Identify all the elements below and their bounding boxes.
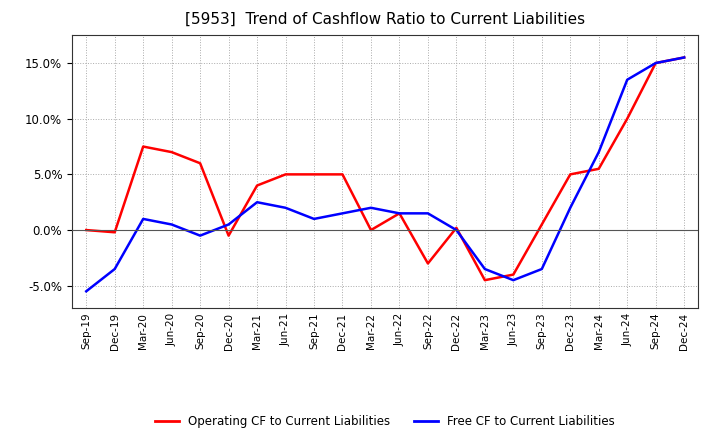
Free CF to Current Liabilities: [623, 77, 631, 82]
Operating CF to Current Liabilities: [566, 172, 575, 177]
Operating CF to Current Liabilities: [680, 55, 688, 60]
Free CF to Current Liabilities: [395, 211, 404, 216]
Free CF to Current Liabilities: [110, 266, 119, 271]
Operating CF to Current Liabilities: [652, 60, 660, 66]
Free CF to Current Liabilities: [595, 150, 603, 155]
Operating CF to Current Liabilities: [82, 227, 91, 233]
Operating CF to Current Liabilities: [282, 172, 290, 177]
Operating CF to Current Liabilities: [167, 150, 176, 155]
Operating CF to Current Liabilities: [110, 230, 119, 235]
Operating CF to Current Liabilities: [310, 172, 318, 177]
Free CF to Current Liabilities: [196, 233, 204, 238]
Free CF to Current Liabilities: [652, 60, 660, 66]
Free CF to Current Liabilities: [225, 222, 233, 227]
Operating CF to Current Liabilities: [423, 261, 432, 266]
Legend: Operating CF to Current Liabilities, Free CF to Current Liabilities: Operating CF to Current Liabilities, Fre…: [150, 411, 620, 433]
Free CF to Current Liabilities: [480, 266, 489, 271]
Free CF to Current Liabilities: [452, 227, 461, 233]
Free CF to Current Liabilities: [423, 211, 432, 216]
Operating CF to Current Liabilities: [139, 144, 148, 149]
Free CF to Current Liabilities: [537, 266, 546, 271]
Operating CF to Current Liabilities: [595, 166, 603, 172]
Free CF to Current Liabilities: [282, 205, 290, 210]
Free CF to Current Liabilities: [167, 222, 176, 227]
Free CF to Current Liabilities: [366, 205, 375, 210]
Title: [5953]  Trend of Cashflow Ratio to Current Liabilities: [5953] Trend of Cashflow Ratio to Curren…: [185, 12, 585, 27]
Operating CF to Current Liabilities: [395, 211, 404, 216]
Line: Free CF to Current Liabilities: Free CF to Current Liabilities: [86, 58, 684, 291]
Operating CF to Current Liabilities: [253, 183, 261, 188]
Free CF to Current Liabilities: [509, 278, 518, 283]
Operating CF to Current Liabilities: [338, 172, 347, 177]
Free CF to Current Liabilities: [566, 205, 575, 210]
Free CF to Current Liabilities: [139, 216, 148, 222]
Operating CF to Current Liabilities: [225, 233, 233, 238]
Line: Operating CF to Current Liabilities: Operating CF to Current Liabilities: [86, 58, 684, 280]
Operating CF to Current Liabilities: [537, 222, 546, 227]
Free CF to Current Liabilities: [310, 216, 318, 222]
Free CF to Current Liabilities: [338, 211, 347, 216]
Operating CF to Current Liabilities: [623, 116, 631, 121]
Free CF to Current Liabilities: [680, 55, 688, 60]
Free CF to Current Liabilities: [82, 289, 91, 294]
Free CF to Current Liabilities: [253, 200, 261, 205]
Operating CF to Current Liabilities: [480, 278, 489, 283]
Operating CF to Current Liabilities: [509, 272, 518, 277]
Operating CF to Current Liabilities: [366, 227, 375, 233]
Operating CF to Current Liabilities: [196, 161, 204, 166]
Operating CF to Current Liabilities: [452, 225, 461, 231]
